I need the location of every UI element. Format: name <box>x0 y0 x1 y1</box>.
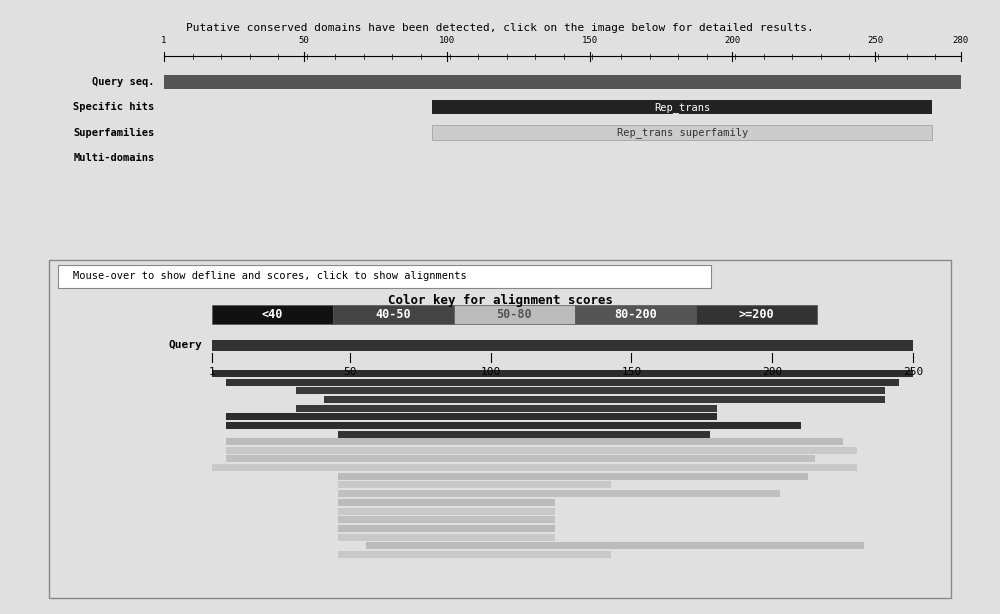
Text: Query seq.: Query seq. <box>92 77 154 87</box>
Bar <box>212 340 913 351</box>
Bar <box>324 396 885 403</box>
Bar <box>338 525 555 532</box>
Text: 200: 200 <box>762 367 782 377</box>
Bar <box>338 551 611 558</box>
Bar <box>296 387 885 394</box>
Bar <box>338 490 780 497</box>
Bar <box>432 100 932 114</box>
Text: Rep_trans superfamily: Rep_trans superfamily <box>617 127 748 138</box>
Text: Putative conserved domains have been detected, click on the image below for deta: Putative conserved domains have been det… <box>186 23 814 33</box>
Text: 100: 100 <box>481 367 501 377</box>
Bar <box>366 542 864 550</box>
Bar <box>226 379 899 386</box>
Text: 280: 280 <box>953 36 969 45</box>
Bar <box>432 125 932 139</box>
Text: Color key for alignment scores: Color key for alignment scores <box>388 293 612 306</box>
Text: >=200: >=200 <box>739 308 774 321</box>
Text: 250: 250 <box>903 367 923 377</box>
Bar <box>164 75 961 89</box>
Bar <box>696 305 817 324</box>
Text: Multi-domains: Multi-domains <box>73 153 154 163</box>
Text: Query: Query <box>169 340 202 351</box>
Text: 50: 50 <box>299 36 309 45</box>
Text: 80-200: 80-200 <box>614 308 657 321</box>
Bar <box>212 464 857 471</box>
Text: Specific hits: Specific hits <box>73 102 154 112</box>
Bar <box>338 499 555 506</box>
Bar <box>212 305 333 324</box>
Bar <box>338 473 808 480</box>
Text: Superfamilies: Superfamilies <box>73 128 154 138</box>
Bar <box>338 516 555 523</box>
Bar <box>58 265 711 288</box>
Bar <box>338 508 555 515</box>
Bar <box>226 422 801 429</box>
Text: Rep_trans: Rep_trans <box>654 102 710 112</box>
Bar <box>296 405 717 411</box>
Text: Mouse-over to show defline and scores, click to show alignments: Mouse-over to show defline and scores, c… <box>73 271 467 281</box>
Bar <box>338 534 555 541</box>
Text: 50-80: 50-80 <box>497 308 532 321</box>
Bar <box>226 455 815 462</box>
Bar <box>333 305 454 324</box>
Bar <box>454 305 575 324</box>
Bar <box>338 431 710 438</box>
Text: 200: 200 <box>724 36 740 45</box>
Text: 40-50: 40-50 <box>376 308 411 321</box>
Bar <box>575 305 696 324</box>
Text: 50: 50 <box>343 367 357 377</box>
Bar <box>226 413 717 421</box>
Bar <box>226 446 857 454</box>
Bar <box>338 481 611 488</box>
Text: 150: 150 <box>581 36 598 45</box>
Text: 150: 150 <box>621 367 641 377</box>
Text: 250: 250 <box>867 36 883 45</box>
Text: 1: 1 <box>161 36 167 45</box>
Text: 1: 1 <box>209 367 215 377</box>
Bar <box>226 438 843 445</box>
Text: 100: 100 <box>439 36 455 45</box>
Text: <40: <40 <box>262 308 283 321</box>
Bar <box>212 370 913 377</box>
